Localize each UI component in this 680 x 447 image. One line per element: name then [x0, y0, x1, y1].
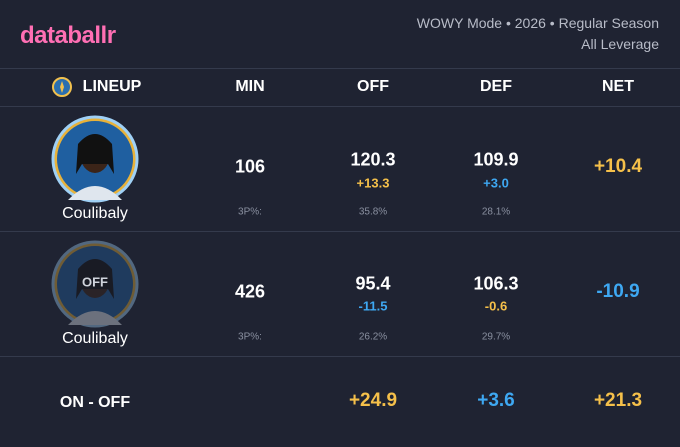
off-rating: 95.4: [355, 273, 391, 294]
summary-off: +24.9: [348, 390, 398, 411]
def-rating: 106.3: [473, 273, 519, 294]
subtitle: WOWY Mode • 2026 • Regular Season: [416, 15, 659, 31]
column-header: DEF: [480, 78, 512, 95]
column-header: MIN: [235, 78, 265, 95]
three-pt-label: 3P%:: [238, 206, 262, 218]
three-pt-def: 28.1%: [481, 206, 511, 218]
summary-label: ON - OFF: [59, 394, 131, 411]
column-header: LINEUP: [82, 78, 142, 95]
three-pt-label: 3P%:: [238, 331, 262, 343]
column-header: NET: [602, 78, 634, 95]
off-diff: +13.3: [356, 175, 390, 191]
def-diff: -0.6: [484, 298, 508, 314]
minutes: 426: [234, 281, 266, 302]
net-rating: +10.4: [593, 156, 643, 177]
divider: [0, 106, 680, 107]
three-pt-def: 29.7%: [481, 331, 511, 343]
team-logo: [52, 77, 72, 97]
divider: [0, 231, 680, 232]
divider: [0, 68, 680, 69]
player-avatar: [51, 115, 139, 203]
three-pt-off: 26.2%: [358, 331, 388, 343]
summary-def: +3.6: [477, 390, 515, 411]
three-pt-off: 35.8%: [358, 206, 388, 218]
column-header: OFF: [357, 78, 389, 95]
divider: [0, 356, 680, 357]
def-diff: +3.0: [483, 175, 509, 191]
off-diff: -11.5: [358, 298, 388, 314]
player-name: Coulibaly: [62, 330, 128, 347]
leverage: All Leverage: [581, 36, 659, 52]
off-rating: 120.3: [350, 149, 396, 170]
off-badge: OFF: [82, 274, 108, 290]
net-rating: -10.9: [596, 281, 640, 302]
brand: databallr: [20, 22, 116, 49]
summary-net: +21.3: [593, 390, 643, 411]
def-rating: 109.9: [473, 149, 519, 170]
player-name: Coulibaly: [62, 205, 128, 222]
player-avatar: [51, 240, 139, 328]
minutes: 106: [234, 156, 266, 177]
